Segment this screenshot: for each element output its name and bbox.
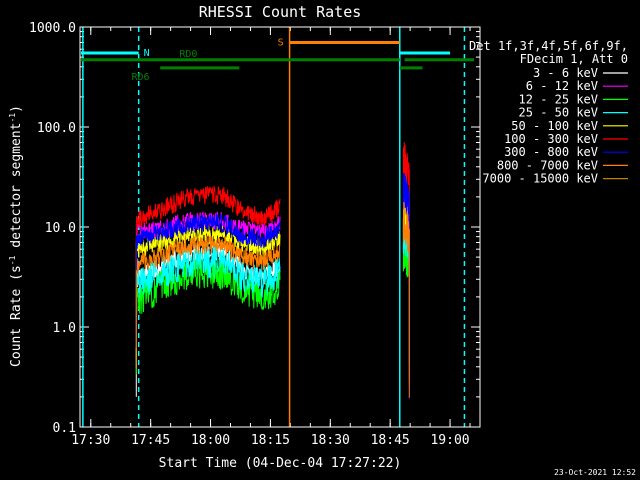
plot-frame [79,26,481,428]
flag-bars: N S RD0 RD6 [81,37,475,83]
legend-header-line-1: Det 1f,3f,4f,5f,6f,9f, [469,39,628,53]
legend-header-line-2: FDecim 1, Att 0 [520,52,628,66]
y-tick-label-0: 0.1 [53,421,76,436]
x-tick-label-0: 17:30 [71,433,110,448]
legend-label-0: 3 - 6 keV [533,66,598,80]
y-tick-label-3: 100.0 [37,121,76,136]
legend-label-5: 100 - 300 keV [504,132,598,146]
x-tick-label-3: 18:15 [251,433,290,448]
series-flare-5 [402,142,410,388]
legend-label-2: 12 - 25 keV [519,92,598,106]
legend: Det 1f,3f,4f,5f,6f,9f, FDecim 1, Att 0 3… [469,39,628,186]
series-line-7 [135,234,281,369]
y-tick-label-4: 1000.0 [29,21,76,36]
x-tick-label-4: 18:30 [311,433,350,448]
legend-label-6: 300 - 800 keV [504,145,598,159]
series-flare-7 [402,201,410,398]
y-tick-label-2: 10.0 [45,221,76,236]
legend-label-3: 25 - 50 keV [519,106,598,120]
x-tick-label-6: 19:00 [430,433,469,448]
x-tick-label-5: 18:45 [371,433,410,448]
flag-label-S: S [278,37,284,48]
instrument-vlines [82,27,466,427]
flag-label-RD0: RD0 [179,49,197,60]
y-tick-label-1: 1.0 [53,321,76,336]
y-axis-label: Count Rate (s-1 detector segment-1) [8,105,24,367]
plot-border [79,26,481,428]
flag-label-N: N [144,48,150,59]
x-axis-label: Start Time (04-Dec-04 17:27:22) [159,456,402,471]
legend-label-4: 50 - 100 keV [511,119,598,133]
series-line-3 [135,244,281,368]
chart-title: RHESSI Count Rates [199,3,362,21]
series-line-5 [135,185,281,348]
series-group [135,142,410,399]
legend-label-1: 6 - 12 keV [526,79,598,93]
timestamp: 23-Oct-2021 12:52 [554,468,636,477]
x-tick-label-1: 17:45 [131,433,170,448]
plot-axes: 17:30 17:45 18:00 18:15 18:30 18:45 19:00 0.1 1.… [29,21,480,448]
x-tick-label-2: 18:00 [191,433,230,448]
legend-label-8: 7000 - 15000 keV [482,172,598,186]
legend-label-7: 800 - 7000 keV [497,158,598,172]
series-line-6 [135,213,281,349]
flag-label-RD6: RD6 [131,72,149,83]
